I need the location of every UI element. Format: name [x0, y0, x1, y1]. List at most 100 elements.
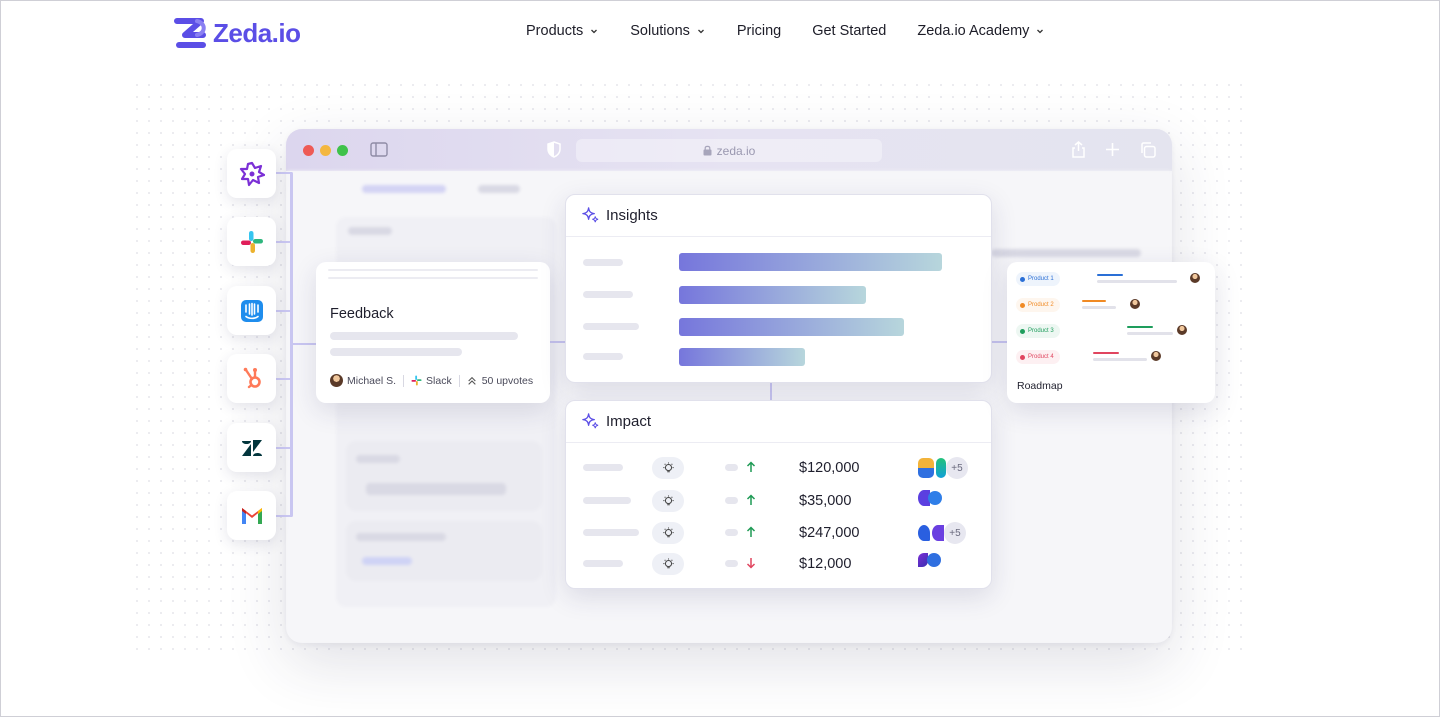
divider — [458, 374, 460, 387]
idea-badge — [652, 522, 684, 544]
feedback-card: Feedback Michael S. Slack 50 upvotes — [316, 262, 550, 403]
connector-line — [276, 447, 292, 449]
slack-icon — [240, 230, 263, 253]
integration-tile-burst[interactable] — [227, 149, 276, 198]
sparkle-icon — [582, 207, 599, 223]
customer-logo-icon — [918, 458, 934, 478]
nav-products[interactable]: Products — [526, 23, 599, 39]
roadmap-bar — [1097, 274, 1123, 276]
integration-tile-gmail[interactable] — [227, 491, 276, 540]
nav-products-label: Products — [526, 23, 584, 39]
nav-get-started[interactable]: Get Started — [812, 23, 886, 39]
feedback-source: Slack — [426, 374, 452, 387]
lock-icon — [703, 145, 712, 156]
insights-title: Insights — [606, 207, 658, 224]
roadmap-product-pill: Product 3 — [1016, 324, 1060, 338]
customer-logo-icon — [927, 553, 941, 567]
tabs-overview-icon — [1141, 142, 1156, 158]
lightbulb-icon — [662, 557, 674, 568]
idea-badge — [652, 457, 684, 479]
skeleton-line — [725, 464, 738, 471]
customer-logos — [918, 490, 944, 506]
nav-solutions-label: Solutions — [630, 23, 690, 39]
brand-name: Zeda.io — [213, 17, 301, 48]
lightbulb-icon — [662, 494, 674, 505]
hubspot-icon — [243, 367, 261, 388]
impact-value: $120,000 — [799, 460, 860, 476]
skeleton-line — [583, 464, 623, 471]
blurred-panel — [346, 441, 542, 511]
avatar — [1130, 299, 1140, 309]
shield-icon — [547, 141, 561, 158]
skeleton-line — [328, 269, 538, 271]
connector-line — [770, 383, 772, 400]
connector-line — [292, 343, 317, 345]
trend-down-icon — [746, 558, 756, 569]
roadmap-product-pill: Product 4 — [1016, 350, 1060, 364]
gmail-icon — [241, 507, 262, 524]
roadmap-title: Roadmap — [1017, 380, 1063, 392]
top-nav: Zeda.io Products Solutions Pricing Get S… — [1, 1, 1439, 69]
skeleton-line — [583, 529, 639, 536]
slack-icon — [411, 375, 422, 386]
blurred-text — [366, 483, 506, 495]
insight-bar — [679, 348, 805, 366]
upvote-icon — [468, 376, 476, 385]
blurred-breadcrumb — [478, 185, 520, 193]
nav-academy[interactable]: Zeda.io Academy — [917, 23, 1045, 39]
zeda-logo-icon — [174, 18, 206, 48]
idea-badge — [652, 553, 684, 575]
roadmap-product-label: Product 3 — [1028, 328, 1054, 334]
connector-line — [276, 310, 292, 312]
integration-tile-zendesk[interactable] — [227, 423, 276, 472]
nav-pricing[interactable]: Pricing — [737, 23, 781, 39]
chevron-down-icon — [591, 29, 598, 34]
impact-card: Impact $120,000 +5 $35,000 — [565, 400, 992, 589]
integration-tile-hubspot[interactable] — [227, 354, 276, 403]
skeleton-line — [583, 497, 631, 504]
purple-burst-icon — [239, 161, 265, 186]
connector-line — [276, 241, 292, 243]
close-dot-icon — [303, 145, 314, 156]
share-icon — [1072, 141, 1085, 158]
insight-bar — [679, 318, 904, 336]
customer-logo-icon — [918, 525, 930, 541]
sidebar-toggle-icon — [370, 142, 388, 157]
blurred-link — [362, 557, 412, 565]
roadmap-bar — [1082, 300, 1106, 302]
customer-logos: +5 — [918, 522, 966, 544]
more-customers-badge: +5 — [944, 522, 966, 544]
roadmap-skeleton — [1097, 280, 1177, 283]
integration-tile-slack[interactable] — [227, 217, 276, 266]
feedback-upvotes: 50 upvotes — [481, 374, 534, 387]
insight-bar — [679, 253, 942, 271]
impact-value: $12,000 — [799, 556, 852, 572]
insights-card: Insights — [565, 194, 992, 383]
chevron-down-icon — [1037, 29, 1044, 34]
connector-line — [992, 341, 1007, 343]
avatar — [1151, 351, 1161, 361]
skeleton-line — [725, 529, 738, 536]
skeleton-line — [330, 332, 518, 340]
trend-up-icon — [746, 494, 756, 505]
maximize-dot-icon — [337, 145, 348, 156]
nav-menu: Products Solutions Pricing Get Started Z… — [526, 23, 1076, 39]
impact-title: Impact — [606, 413, 652, 430]
customer-logos: +5 — [918, 457, 968, 479]
lightbulb-icon — [662, 461, 674, 472]
integration-tile-intercom[interactable] — [227, 286, 276, 335]
nav-get-started-label: Get Started — [812, 23, 887, 39]
blurred-breadcrumb — [362, 185, 446, 193]
nav-solutions[interactable]: Solutions — [630, 23, 706, 39]
divider — [403, 374, 405, 387]
address-text: zeda.io — [716, 143, 756, 158]
roadmap-product-label: Product 2 — [1028, 302, 1054, 308]
brand-logo[interactable]: Zeda.io — [173, 15, 301, 51]
connector-line — [276, 378, 292, 380]
skeleton-line — [583, 560, 623, 567]
impact-row: $35,000 — [566, 486, 993, 516]
minimize-dot-icon — [320, 145, 331, 156]
customer-logo-icon — [928, 491, 942, 505]
zendesk-icon — [241, 439, 262, 456]
